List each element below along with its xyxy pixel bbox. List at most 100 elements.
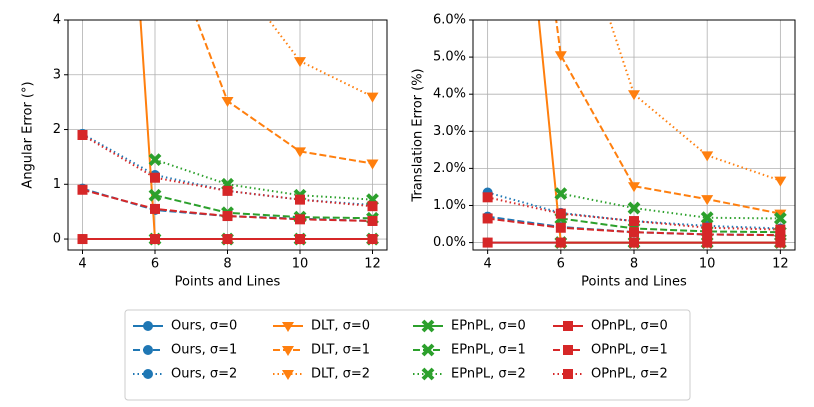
- y-tick-label: 0: [53, 232, 61, 247]
- x-axis-label: Points and Lines: [581, 275, 687, 290]
- series-line: [487, 217, 781, 237]
- y-tick-label: 1.0%: [433, 198, 466, 213]
- marker: [295, 234, 305, 245]
- y-tick-label: 0.0%: [433, 235, 466, 250]
- marker: [702, 222, 713, 233]
- marker: [148, 153, 162, 167]
- series-line: [154, 158, 373, 201]
- legend-label: Ours, σ=1: [171, 343, 237, 358]
- marker: [77, 184, 88, 195]
- y-tick-label: 5.0%: [433, 50, 466, 65]
- legend-marker: [143, 321, 153, 331]
- marker: [775, 230, 786, 241]
- x-tick-label: 4: [483, 257, 491, 272]
- marker: [150, 203, 160, 214]
- y-axis-label: Angular Error (°): [21, 81, 36, 188]
- y-tick-label: 4.0%: [433, 87, 466, 102]
- marker: [295, 194, 305, 205]
- legend-marker: [421, 343, 435, 357]
- x-tick-label: 6: [557, 257, 565, 272]
- legend-label: EPnPL, σ=1: [451, 343, 526, 358]
- y-axis-label: Translation Error (%): [411, 68, 426, 202]
- legend-marker: [563, 369, 573, 379]
- marker: [775, 237, 786, 248]
- series-line: [82, 188, 373, 222]
- marker: [222, 211, 233, 222]
- legend-label: Ours, σ=2: [171, 367, 237, 382]
- legend-marker: [563, 345, 573, 355]
- legend-marker: [143, 369, 153, 379]
- marker: [554, 51, 567, 62]
- marker: [367, 201, 378, 212]
- marker: [627, 201, 641, 215]
- x-tick-label: 8: [630, 257, 638, 272]
- marker: [366, 159, 379, 170]
- marker: [295, 214, 305, 225]
- marker: [702, 229, 713, 240]
- series-line: [560, 192, 781, 220]
- marker: [555, 237, 566, 248]
- marker: [774, 209, 787, 220]
- legend-marker: [282, 322, 294, 332]
- legend-marker: [563, 321, 573, 331]
- series-line: [560, 217, 781, 234]
- y-tick-label: 1: [53, 177, 61, 192]
- marker: [554, 187, 568, 201]
- legend-label: EPnPL, σ=0: [451, 319, 526, 334]
- y-tick-label: 2: [53, 122, 61, 137]
- marker: [555, 208, 566, 219]
- plot-area: [77, 20, 379, 246]
- marker: [629, 227, 639, 238]
- legend-label: OPnPL, σ=2: [591, 367, 668, 382]
- marker: [700, 211, 714, 225]
- x-tick-label: 8: [223, 257, 231, 272]
- series-line: [267, 20, 373, 98]
- marker: [222, 234, 233, 245]
- marker: [773, 212, 787, 225]
- marker: [629, 237, 639, 248]
- marker: [150, 172, 160, 183]
- y-tick-label: 6.0%: [433, 13, 466, 28]
- x-tick-label: 4: [78, 257, 86, 272]
- marker: [628, 90, 640, 101]
- marker: [367, 234, 378, 245]
- marker: [367, 215, 378, 226]
- marker: [482, 192, 493, 203]
- marker: [629, 216, 639, 227]
- marker: [294, 147, 306, 158]
- legend-marker: [282, 346, 294, 356]
- y-tick-label: 4: [53, 13, 61, 28]
- marker: [555, 222, 566, 233]
- y-tick-label: 2.0%: [433, 161, 466, 176]
- legend-marker: [143, 345, 153, 355]
- legend-label: OPnPL, σ=0: [591, 319, 668, 334]
- legend-marker: [282, 370, 294, 380]
- marker: [482, 237, 493, 248]
- marker: [294, 57, 306, 68]
- marker: [701, 195, 714, 206]
- x-tick-label: 12: [364, 257, 381, 272]
- legend-marker: [421, 367, 435, 381]
- marker: [222, 185, 233, 196]
- marker: [150, 234, 160, 245]
- axes-frame: [472, 19, 796, 251]
- x-tick-label: 6: [151, 257, 159, 272]
- legend-label: DLT, σ=2: [311, 367, 370, 382]
- legend-label: DLT, σ=1: [311, 343, 370, 358]
- axes-frame: [67, 19, 388, 251]
- marker: [77, 234, 88, 245]
- marker: [148, 188, 162, 202]
- marker: [482, 213, 493, 224]
- y-tick-label: 3: [53, 67, 61, 82]
- y-tick-label: 3.0%: [433, 124, 466, 139]
- marker: [701, 151, 714, 162]
- marker: [774, 176, 787, 187]
- marker: [775, 224, 786, 235]
- legend-box: [124, 309, 691, 401]
- marker: [366, 92, 379, 103]
- legend-marker: [421, 319, 435, 333]
- x-axis-label: Points and Lines: [175, 275, 281, 290]
- x-tick-label: 10: [699, 257, 716, 272]
- legend-label: Ours, σ=0: [171, 319, 237, 334]
